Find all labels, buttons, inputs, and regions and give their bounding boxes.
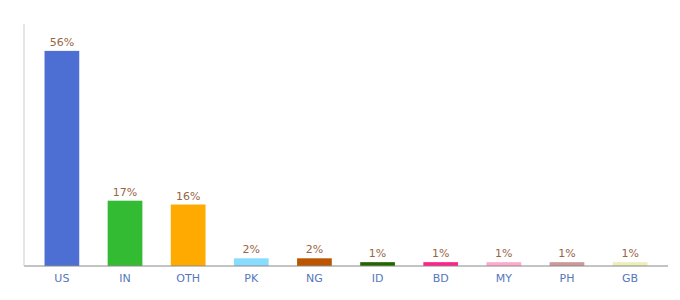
x-tick-label: PH bbox=[560, 272, 575, 285]
data-label: 1% bbox=[369, 247, 386, 260]
x-tick-label: US bbox=[54, 272, 69, 285]
x-tick-label: BD bbox=[433, 272, 449, 285]
x-tick-label: PK bbox=[244, 272, 259, 285]
data-label: 17% bbox=[113, 186, 137, 199]
x-tick-label: OTH bbox=[176, 272, 200, 285]
x-tick-label: NG bbox=[306, 272, 323, 285]
data-label: 16% bbox=[176, 190, 200, 203]
bar bbox=[550, 262, 585, 266]
chart: US IN OTH PK NG ID BD MY PH GB 56% 17% 16% 2% 2% 1% 1% 1%… bbox=[0, 0, 680, 300]
bar bbox=[360, 262, 395, 266]
bar bbox=[108, 201, 143, 266]
data-label: 1% bbox=[495, 247, 512, 260]
data-label: 2% bbox=[243, 243, 260, 256]
chart-container: US IN OTH PK NG ID BD MY PH GB 56% 17% 16% 2% 2% 1% 1% 1%… bbox=[0, 0, 680, 300]
x-tick-label: GB bbox=[622, 272, 638, 285]
bar bbox=[613, 262, 648, 266]
bar bbox=[486, 262, 521, 266]
data-label: 56% bbox=[50, 36, 74, 49]
bar bbox=[45, 51, 80, 266]
data-label: 2% bbox=[306, 243, 323, 256]
bars bbox=[45, 51, 648, 266]
data-label: 1% bbox=[432, 247, 449, 260]
x-tick-label: MY bbox=[496, 272, 512, 285]
x-axis-line bbox=[24, 266, 668, 267]
x-tick-label: IN bbox=[119, 272, 130, 285]
bar bbox=[171, 205, 206, 266]
x-tick-label: ID bbox=[372, 272, 384, 285]
bar bbox=[297, 258, 332, 266]
y-axis-line bbox=[24, 24, 25, 266]
data-label: 1% bbox=[558, 247, 575, 260]
bar bbox=[423, 262, 458, 266]
bar bbox=[234, 258, 269, 266]
data-label: 1% bbox=[621, 247, 638, 260]
